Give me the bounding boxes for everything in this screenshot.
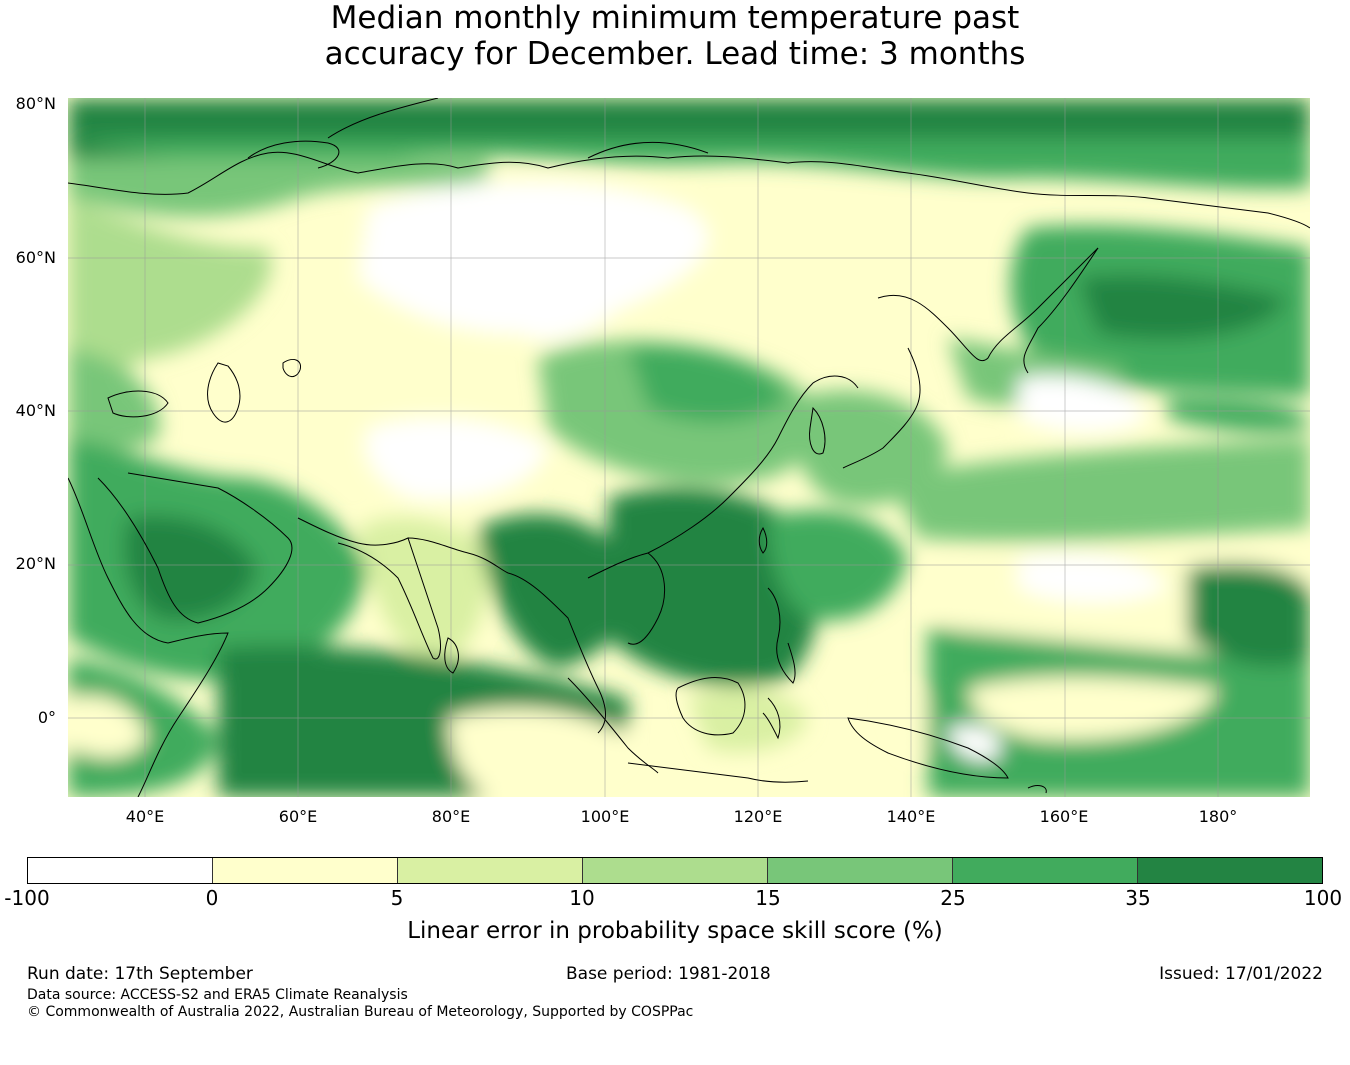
colorbar-label: Linear error in probability space skill …: [407, 918, 943, 944]
colorbar-tick: 35: [1125, 886, 1151, 910]
colorbar-tick: 15: [755, 886, 781, 910]
colorbar-tick: -100: [4, 886, 50, 910]
lon-label-180: 180°: [1198, 807, 1238, 826]
lat-label-80n: 80°N: [15, 94, 56, 113]
colorbar-segment-5: [768, 858, 953, 883]
lon-label-80e: 80°E: [431, 807, 471, 826]
lat-label-40n: 40°N: [15, 401, 56, 420]
colorbar-segment-6: [953, 858, 1138, 883]
lon-label-60e: 60°E: [278, 807, 318, 826]
lat-label-0: 0°: [37, 708, 56, 727]
lon-label-120e: 120°E: [733, 807, 783, 826]
colorbar-segment-3: [398, 858, 583, 883]
title-line-1: Median monthly minimum temperature past: [330, 0, 1020, 36]
coastlines: [68, 98, 1310, 797]
lat-label-60n: 60°N: [15, 248, 56, 267]
chart-title: Median monthly minimum temperature past …: [0, 0, 1350, 72]
graticule: [68, 98, 1310, 797]
lon-label-40e: 40°E: [125, 807, 165, 826]
colorbar-tick: 5: [390, 886, 404, 910]
colorbar: [27, 857, 1323, 884]
lon-label-100e: 100°E: [580, 807, 630, 826]
colorbar-segment-1: [28, 858, 213, 883]
map-svg: [68, 98, 1310, 797]
title-line-2: accuracy for December. Lead time: 3 mont…: [324, 36, 1026, 72]
colorbar-tick: 25: [940, 886, 966, 910]
data-source: Data source: ACCESS-S2 and ERA5 Climate …: [27, 987, 408, 1003]
issued-date: Issued: 17/01/2022: [1159, 964, 1323, 984]
copyright: © Commonwealth of Australia 2022, Austra…: [27, 1004, 694, 1020]
skill-score-map: [68, 98, 1310, 797]
lon-label-160e: 160°E: [1039, 807, 1089, 826]
run-date: Run date: 17th September: [27, 964, 253, 984]
lon-label-140e: 140°E: [886, 807, 936, 826]
colorbar-tick: 0: [205, 886, 219, 910]
base-period: Base period: 1981-2018: [566, 964, 771, 984]
lat-label-20n: 20°N: [15, 554, 56, 573]
skill-field: [68, 98, 1310, 797]
colorbar-tick: 10: [569, 886, 595, 910]
colorbar-segment-2: [213, 858, 398, 883]
colorbar-tick: 100: [1303, 886, 1343, 910]
colorbar-segment-7: [1138, 858, 1322, 883]
colorbar-segment-4: [583, 858, 768, 883]
